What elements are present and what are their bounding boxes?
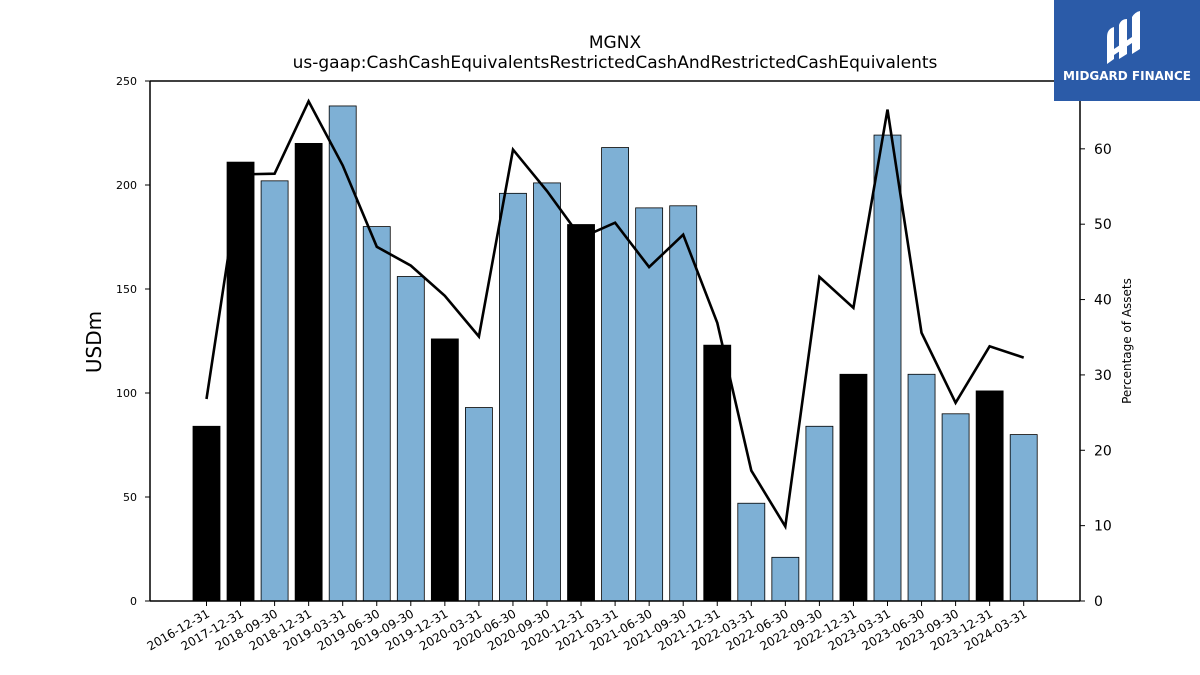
bar-2023-03-31	[873, 134, 902, 602]
bar-2021-09-30	[669, 205, 698, 602]
bar-2020-03-31	[464, 407, 493, 602]
bar-2019-06-30	[362, 226, 391, 602]
bar-2017-12-31	[226, 161, 255, 602]
bar-2024-03-31	[1009, 434, 1038, 602]
bar-2021-03-31	[601, 147, 629, 602]
midgard-logo-icon	[1107, 11, 1140, 64]
y2-tick-label-10: 10	[1094, 519, 1112, 535]
y2-tick-label-40: 40	[1094, 293, 1112, 309]
y-tick-label-250: 250	[116, 75, 137, 88]
bar-2023-09-30	[941, 413, 970, 602]
y-tick-label-50: 50	[123, 491, 137, 504]
bar-2021-12-31	[703, 344, 732, 602]
y-tick-label-100: 100	[116, 387, 137, 400]
bar-2022-03-31	[737, 502, 766, 602]
bar-2016-12-31	[192, 425, 221, 602]
y2-tick-label-30: 30	[1094, 368, 1112, 384]
y-axis-label: USDm	[82, 310, 106, 374]
percentage-line	[205, 98, 1025, 531]
bar-2019-12-31	[430, 338, 459, 602]
bar-2020-06-30	[499, 192, 527, 602]
bar-2018-09-30	[260, 180, 289, 602]
bar-2022-06-30	[771, 556, 800, 602]
bar-2022-09-30	[805, 425, 834, 602]
y-tick-label-200: 200	[116, 179, 137, 192]
bar-2020-12-31	[567, 224, 595, 602]
y2-tick-label-60: 60	[1094, 142, 1112, 158]
y2-axis-label: Percentage of Assets	[1120, 278, 1134, 404]
bar-2019-09-30	[396, 276, 425, 602]
chart-title: MGNX	[588, 33, 642, 53]
bar-2021-06-30	[635, 207, 664, 602]
bar-2018-12-31	[294, 142, 323, 602]
bar-2023-12-31	[975, 390, 1004, 602]
y2-tick-label-0: 0	[1094, 594, 1103, 610]
bar-2022-12-31	[839, 373, 868, 602]
logo-text: MIDGARD FINANCE	[1063, 69, 1191, 83]
y2-tick-label-50: 50	[1094, 217, 1112, 233]
y-tick-label-0: 0	[130, 595, 137, 608]
bar-2019-03-31	[328, 105, 357, 602]
bar-2020-09-30	[533, 182, 561, 602]
midgard-finance-logo: MIDGARD FINANCE	[1054, 0, 1200, 101]
chart-subtitle: us-gaap:CashCashEquivalentsRestrictedCas…	[292, 53, 938, 73]
bar-2023-06-30	[907, 373, 936, 602]
y-tick-label-150: 150	[116, 283, 137, 296]
y2-tick-label-20: 20	[1094, 443, 1112, 459]
